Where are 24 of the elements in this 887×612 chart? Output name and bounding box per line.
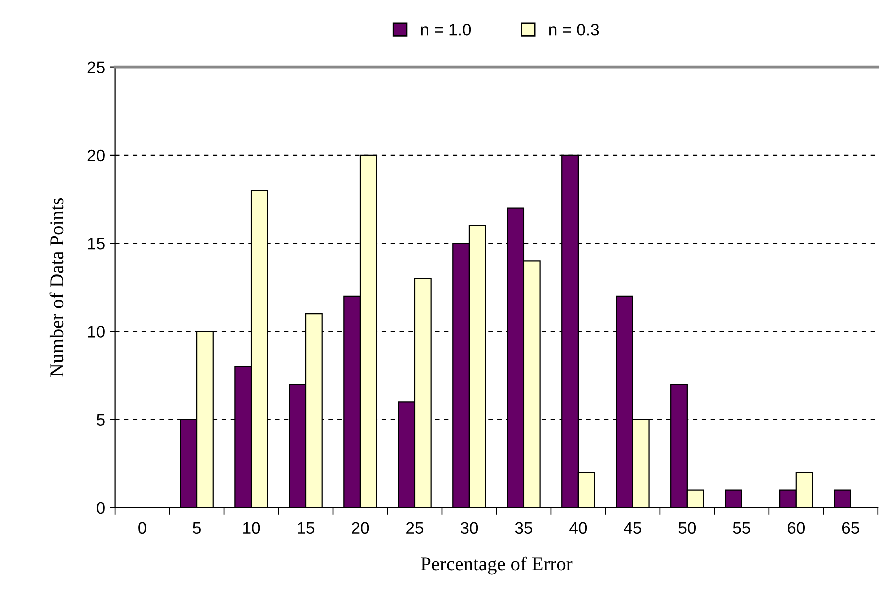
x-axis-title: Percentage of Error — [421, 556, 573, 575]
y-tick-label: 20 — [88, 150, 105, 162]
x-tick-label: 40 — [570, 522, 588, 534]
x-tick-label: 45 — [624, 522, 642, 534]
y-tick-label: 5 — [96, 414, 105, 426]
x-tick-label: 65 — [842, 522, 860, 534]
y-axis-title: Number of Data Points — [50, 198, 64, 377]
y-tick-label: 25 — [88, 62, 105, 74]
x-tick-label: 35 — [515, 522, 533, 534]
x-tick-label: 55 — [733, 522, 750, 534]
x-tick-label: 15 — [298, 522, 315, 534]
x-tick-label: 0 — [138, 522, 147, 534]
legend-label: n = 1.0 — [421, 24, 472, 36]
y-tick-label: 0 — [96, 502, 105, 514]
y-tick-label: 10 — [88, 326, 105, 338]
x-tick-label: 25 — [406, 522, 424, 534]
legend-label: n = 0.3 — [549, 24, 600, 36]
x-tick-label: 50 — [678, 522, 696, 534]
x-tick-label: 5 — [193, 522, 201, 534]
y-tick-label: 15 — [88, 238, 105, 250]
x-tick-label: 20 — [352, 522, 370, 534]
x-tick-label: 30 — [460, 522, 478, 534]
x-tick-label: 60 — [788, 522, 806, 534]
x-tick-label: 10 — [244, 522, 260, 534]
